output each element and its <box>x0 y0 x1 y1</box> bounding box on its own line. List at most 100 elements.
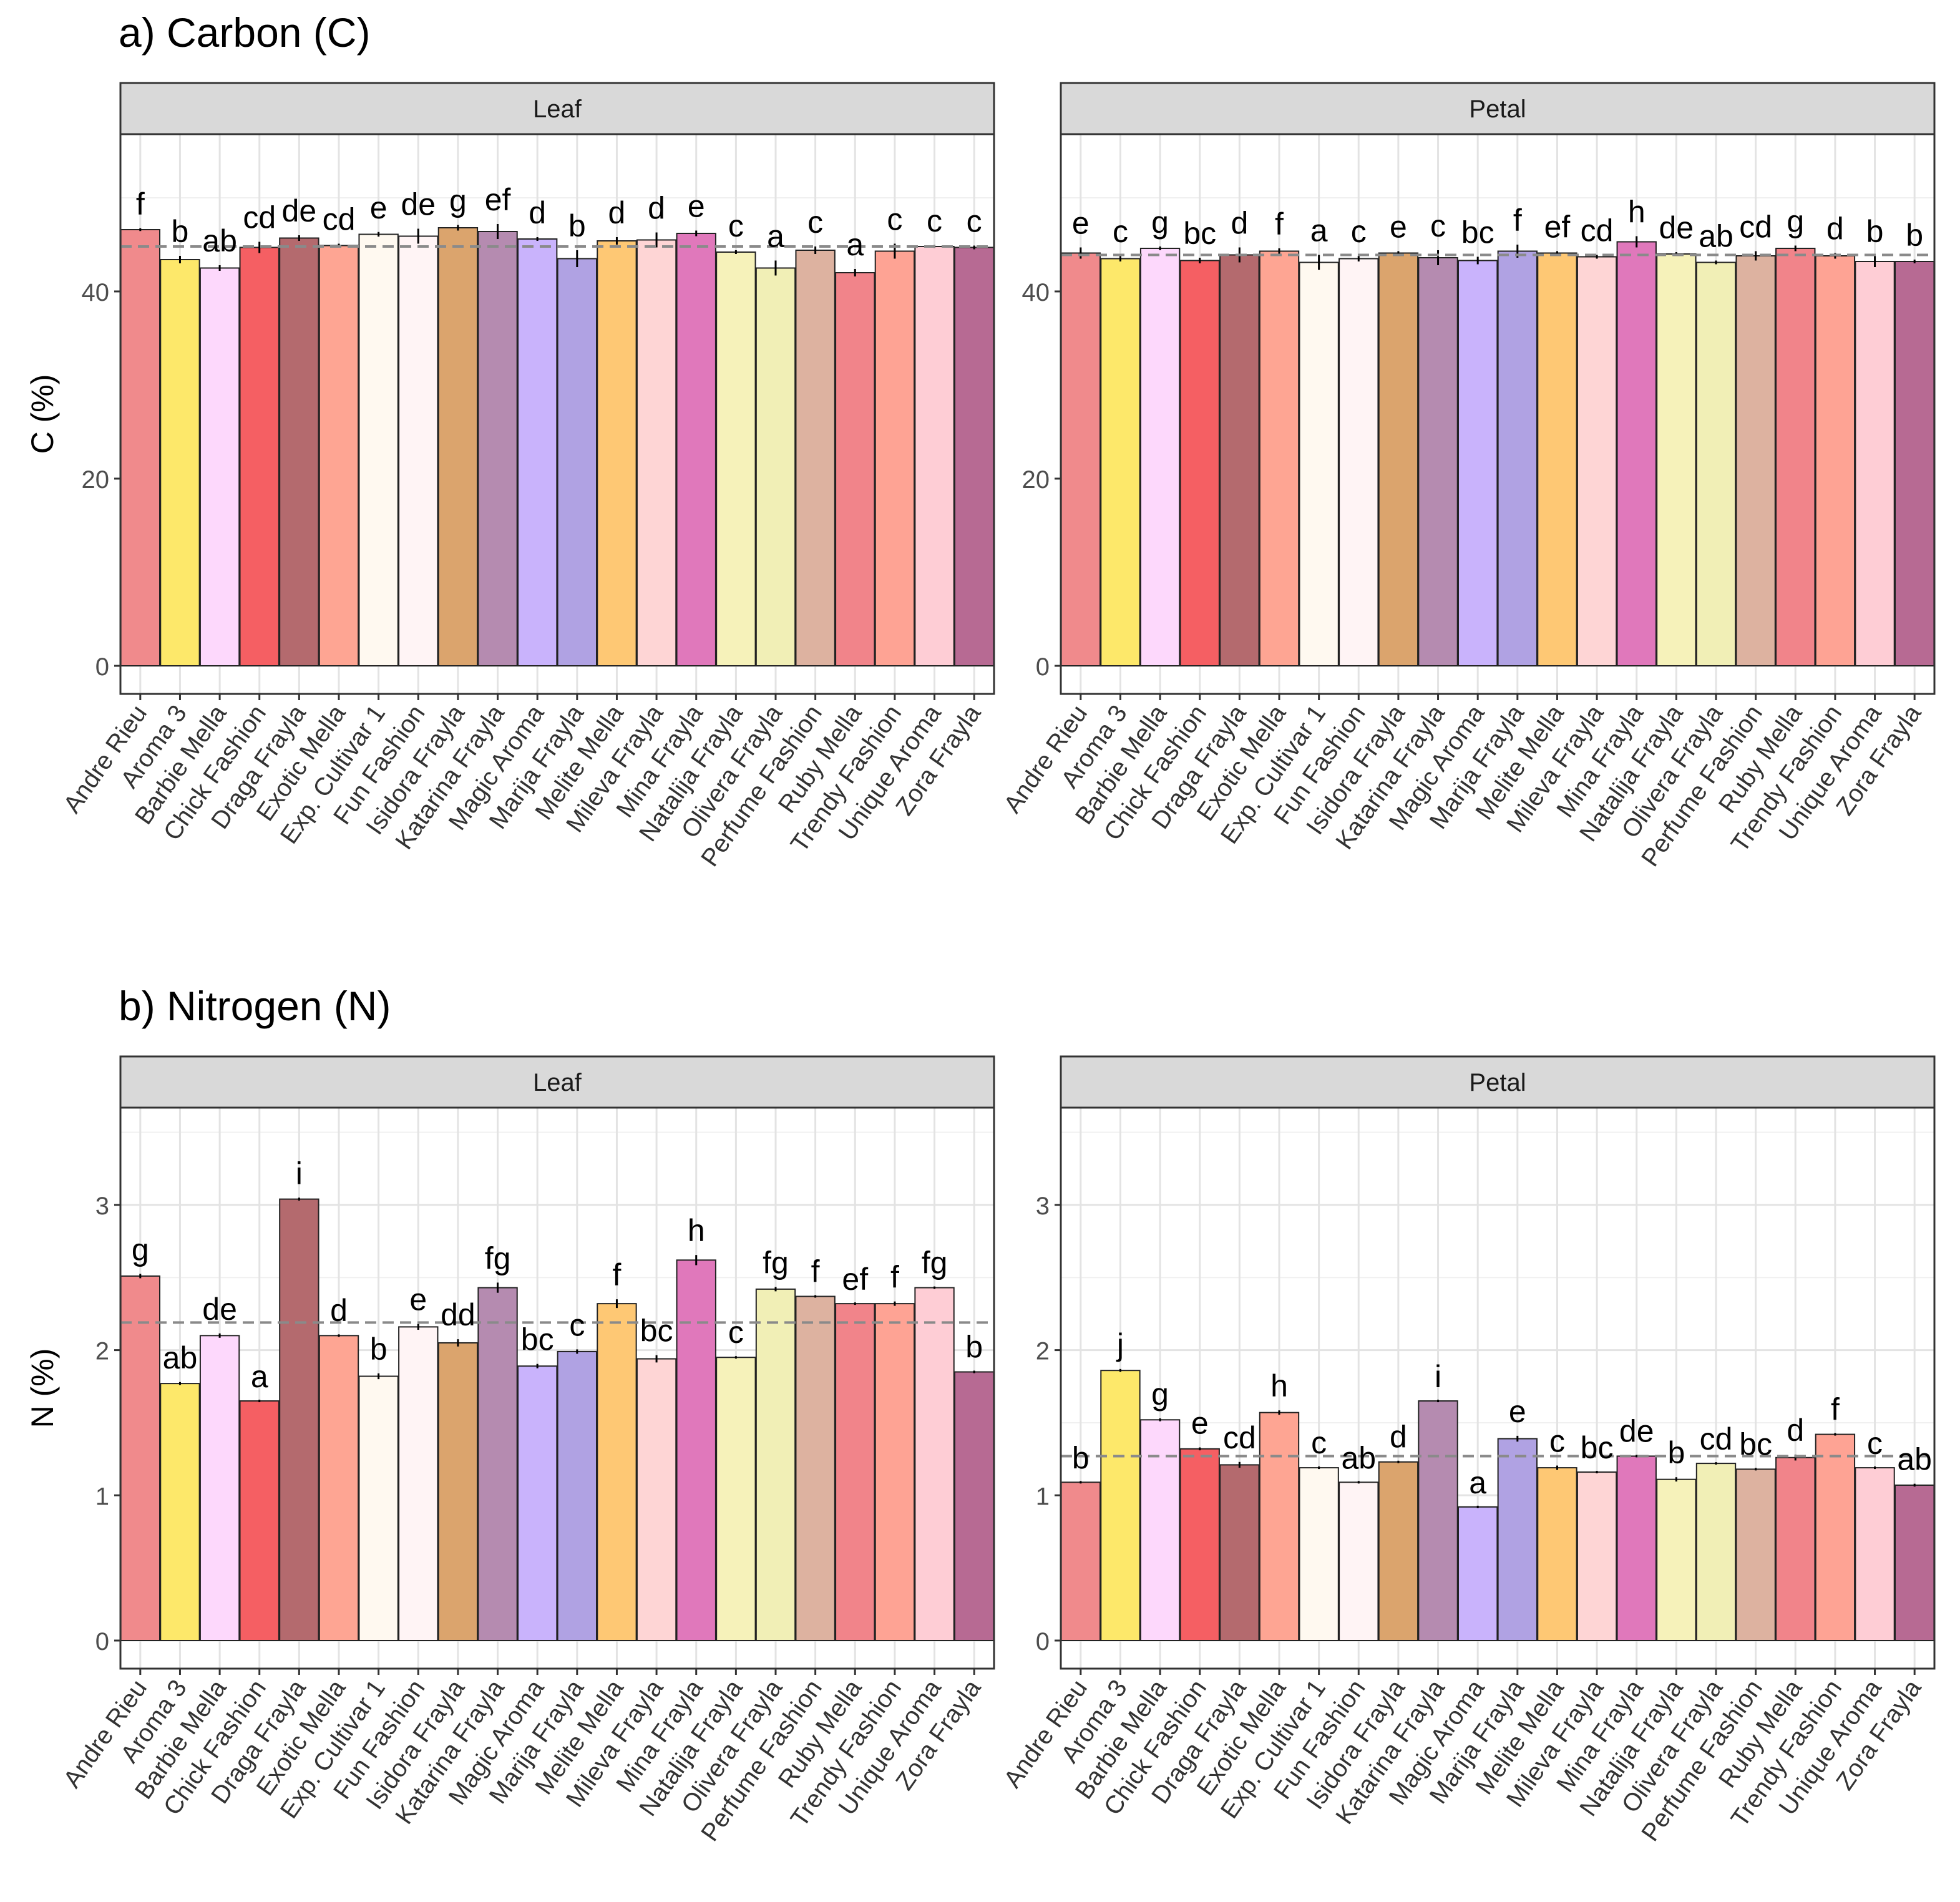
bar-mileva-frayla <box>1576 256 1617 666</box>
significance-letter: i <box>1435 1359 1441 1394</box>
significance-letter: e <box>688 189 705 224</box>
bar-mileva-frayla <box>636 1358 677 1641</box>
bar-isidora-frayla <box>437 1342 479 1641</box>
bar-natalija-frayla <box>1656 253 1697 666</box>
significance-letter: f <box>1275 207 1284 241</box>
bar-fun-fashion <box>1338 258 1379 666</box>
bar-exp-cultivar-1 <box>1299 261 1339 666</box>
bar-chick-fashion <box>1179 1448 1220 1642</box>
bar-isidora-frayla <box>437 227 479 666</box>
strip-leaf <box>119 82 995 135</box>
significance-letter: a <box>1469 1465 1486 1500</box>
bar-zora-frayla <box>1894 261 1935 666</box>
bar-zora-frayla <box>954 246 995 666</box>
bar-olivera-frayla <box>755 267 796 666</box>
significance-letter: i <box>296 1156 303 1191</box>
bar-unique-aroma <box>914 1287 955 1641</box>
significance-letter: b <box>965 1329 983 1364</box>
bar-exotic-mella <box>1259 1412 1300 1641</box>
significance-letter: ab <box>1341 1440 1376 1475</box>
significance-letter: d <box>1787 1413 1804 1448</box>
y-tick-label: 1 <box>1036 1483 1050 1510</box>
significance-letter: ef <box>842 1262 868 1297</box>
significance-letter: bc <box>1581 1430 1614 1465</box>
significance-letter: g <box>449 183 467 218</box>
significance-letter: a <box>251 1359 268 1394</box>
bar-exp-cultivar-1 <box>358 233 399 666</box>
significance-letter: b <box>1906 218 1923 253</box>
significance-letter: e <box>1509 1394 1526 1429</box>
significance-letter: g <box>1151 205 1169 240</box>
strip-petal <box>1060 82 1936 135</box>
section-title-carbon: a) Carbon (C) <box>119 9 370 56</box>
bar-olivera-frayla <box>1695 261 1737 666</box>
bar-trendy-fashion <box>1815 1433 1856 1642</box>
significance-letter: cd <box>243 200 276 235</box>
significance-letter: e <box>1390 210 1407 245</box>
bar-mileva-frayla <box>636 239 677 666</box>
y-tick-label: 40 <box>1022 279 1050 306</box>
bar-perfume-fashion <box>1735 255 1776 666</box>
significance-letter: bc <box>640 1314 673 1348</box>
significance-letter: b <box>1667 1435 1685 1470</box>
bar-chick-fashion <box>239 1400 280 1642</box>
significance-letter: ab <box>202 223 237 258</box>
bar-natalija-frayla <box>716 251 756 666</box>
bar-andre-rieu <box>1060 252 1101 666</box>
significance-letter: c <box>807 205 823 240</box>
significance-letter: f <box>1513 203 1522 238</box>
bar-magic-aroma <box>1458 260 1498 666</box>
bar-ruby-mella <box>1775 248 1816 666</box>
bar-exp-cultivar-1 <box>358 1375 399 1641</box>
significance-letter: de <box>401 187 436 222</box>
significance-letter: d <box>648 191 665 226</box>
significance-letter: cd <box>1700 1422 1733 1456</box>
bar-marija-frayla <box>1497 1438 1538 1641</box>
significance-letter: h <box>688 1213 705 1248</box>
significance-letter: a <box>767 219 784 254</box>
strip-label: Petal <box>1469 95 1526 123</box>
bar-melite-mella <box>1537 252 1577 666</box>
significance-letter: a <box>1310 213 1328 248</box>
bar-aroma-3 <box>1100 258 1141 666</box>
significance-letter: e <box>370 190 388 225</box>
significance-letter: c <box>728 208 744 243</box>
strip-petal <box>1060 1055 1936 1109</box>
significance-letter: de <box>1619 1413 1654 1448</box>
bar-magic-aroma <box>517 1365 558 1642</box>
significance-letter: c <box>1867 1426 1883 1461</box>
bar-marija-frayla <box>557 1350 597 1641</box>
y-tick-label: 0 <box>1036 1628 1050 1656</box>
bar-perfume-fashion <box>1735 1468 1776 1642</box>
significance-letter: c <box>1549 1424 1565 1459</box>
bar-katarina-frayla <box>477 231 518 666</box>
significance-letter: c <box>967 204 982 239</box>
significance-letter: f <box>136 187 145 222</box>
significance-letter: f <box>1831 1392 1840 1426</box>
bar-melite-mella <box>597 1303 637 1641</box>
bar-mina-frayla <box>676 233 716 666</box>
significance-letter: bc <box>521 1322 554 1357</box>
bar-trendy-fashion <box>874 250 915 666</box>
significance-letter: ef <box>1544 210 1571 245</box>
significance-letter: bc <box>1739 1426 1772 1461</box>
bar-draga-frayla <box>279 237 319 666</box>
bar-barbie-mella <box>1139 248 1181 666</box>
bar-perfume-fashion <box>795 250 836 666</box>
significance-letter: c <box>1351 214 1367 249</box>
significance-letter: dd <box>441 1297 475 1332</box>
bar-magic-aroma <box>517 238 558 666</box>
bar-unique-aroma <box>914 246 955 666</box>
bar-isidora-frayla <box>1378 252 1419 666</box>
significance-letter: b <box>172 214 189 249</box>
bar-ruby-mella <box>835 1303 875 1641</box>
bar-draga-frayla <box>279 1198 319 1642</box>
bar-zora-frayla <box>1894 1485 1935 1642</box>
bar-katarina-frayla <box>1418 257 1458 666</box>
significance-letter: c <box>569 1307 585 1342</box>
